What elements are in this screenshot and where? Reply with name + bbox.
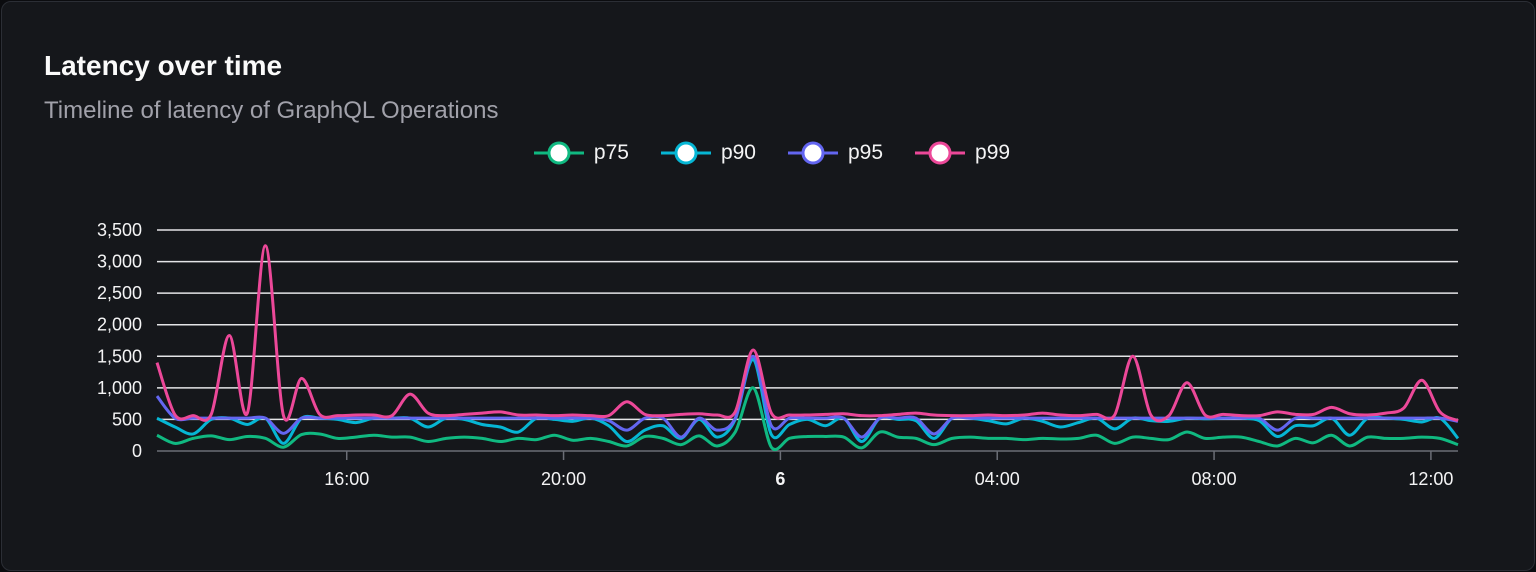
series-lines xyxy=(155,244,1460,451)
legend-item-p90[interactable]: p90 xyxy=(660,140,756,166)
legend-marker-icon xyxy=(533,141,584,165)
y-tick-label: 1,000 xyxy=(97,378,142,398)
legend-item-p75[interactable]: p75 xyxy=(533,140,629,166)
y-tick-label: 3,000 xyxy=(97,252,142,272)
series-line-p99 xyxy=(155,244,1459,423)
legend-marker-icon xyxy=(915,141,966,165)
legend-item-p95[interactable]: p95 xyxy=(788,140,883,166)
legend-label: p90 xyxy=(720,141,756,164)
x-tick-label: 20:00 xyxy=(541,469,586,489)
x-tick-label: 04:00 xyxy=(975,469,1020,489)
legend-marker-icon xyxy=(788,141,838,165)
x-tick-label: 6 xyxy=(775,469,785,489)
legend-label: p95 xyxy=(848,141,884,164)
chart-subtitle: Timeline of latency of GraphQL Operation… xyxy=(44,97,499,124)
x-tick-label: 16:00 xyxy=(324,469,369,489)
y-tick-label: 500 xyxy=(112,409,142,429)
series-line-p90 xyxy=(156,357,1460,445)
y-tick-label: 3,500 xyxy=(97,220,142,240)
legend-label: p75 xyxy=(593,141,629,164)
legend-item-p99[interactable]: p99 xyxy=(915,140,1010,166)
chart-title: Latency over time xyxy=(44,50,283,81)
series-line-p95 xyxy=(155,354,1459,439)
y-axis: 0 500 1,000 1,500 2,000 2,500 3,000 3,500 xyxy=(97,220,142,461)
y-tick-label: 2,000 xyxy=(97,315,142,335)
grid-lines xyxy=(157,229,1458,421)
chart-legend: p75 p90 p95 p99 xyxy=(0,140,1536,166)
x-tick-label: 08:00 xyxy=(1192,469,1237,489)
legend-label: p99 xyxy=(975,141,1011,164)
y-tick-label: 0 xyxy=(132,441,142,461)
legend-marker-icon xyxy=(660,141,711,165)
x-axis: 16:00 20:00 6 04:00 08:00 12:00 xyxy=(157,450,1458,489)
y-tick-label: 2,500 xyxy=(97,283,142,303)
y-tick-label: 1,500 xyxy=(97,346,142,366)
x-tick-label: 12:00 xyxy=(1408,469,1453,489)
series-line-p75 xyxy=(156,386,1459,451)
